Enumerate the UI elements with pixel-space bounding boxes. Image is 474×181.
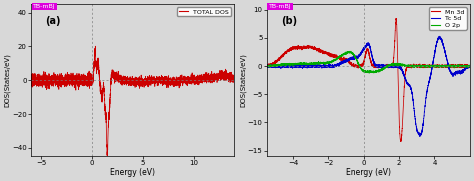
X-axis label: Energy (eV): Energy (eV) — [346, 168, 391, 177]
Text: TB-mBJ: TB-mBJ — [33, 4, 55, 9]
Legend: TOTAL DOS: TOTAL DOS — [177, 7, 231, 16]
Y-axis label: DOS(States/eV): DOS(States/eV) — [240, 53, 246, 107]
Text: (a): (a) — [45, 16, 61, 26]
X-axis label: Energy (eV): Energy (eV) — [110, 168, 155, 177]
Y-axis label: DOS(States/eV): DOS(States/eV) — [4, 53, 11, 107]
Text: (b): (b) — [281, 16, 297, 26]
Text: TB-mBJ: TB-mBJ — [269, 4, 292, 9]
Legend: Mn 3d, Tc 5d, O 2p: Mn 3d, Tc 5d, O 2p — [429, 7, 467, 30]
